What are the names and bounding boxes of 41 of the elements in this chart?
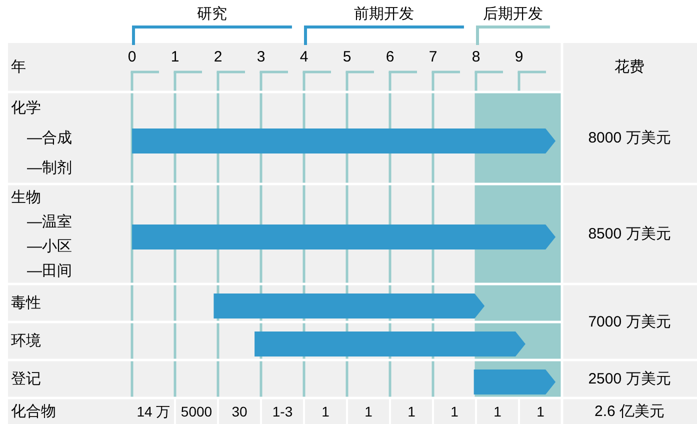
annotation: 化合物 xyxy=(11,403,56,420)
category-label: —小区 xyxy=(27,238,72,255)
annotation: 8000 万美元 xyxy=(588,130,671,146)
xtick-label: 2 xyxy=(214,48,222,66)
category-label: —制剂 xyxy=(27,160,72,176)
annotation: 7000 万美元 xyxy=(588,314,671,330)
annotation: 5000 xyxy=(180,404,212,420)
xtick-label: 6 xyxy=(386,48,394,66)
annotation: 30 xyxy=(232,404,248,420)
xtick-label: 7 xyxy=(428,48,438,66)
annotation: 1 xyxy=(450,404,458,420)
xtick-label: 0 xyxy=(128,48,136,66)
annotation: 1 xyxy=(408,404,416,420)
xtick-label: 5 xyxy=(342,48,352,66)
annotation: 1 xyxy=(322,404,330,420)
annotation: 8500 万美元 xyxy=(588,226,671,242)
category-label: —温室 xyxy=(27,213,72,230)
annotation: 1-3 xyxy=(272,404,293,420)
annotation: 2.6 亿美元 xyxy=(594,403,665,420)
xtick-label: 1 xyxy=(170,48,180,66)
category-label: 环境 xyxy=(11,332,41,350)
category-label: —田间 xyxy=(27,262,72,280)
annotation: 1 xyxy=(494,404,502,420)
annotation: 1 xyxy=(536,404,544,420)
category-label: 化学 xyxy=(11,100,41,116)
annotation: 后期开发 xyxy=(482,6,543,22)
category-label: 毒性 xyxy=(11,294,41,312)
annotation: 1 xyxy=(364,404,372,420)
xtick-label: 4 xyxy=(300,48,308,66)
annotation: 前期开发 xyxy=(354,6,414,22)
xtick-label: 9 xyxy=(514,48,524,66)
annotation: 花费 xyxy=(614,58,644,76)
category-label: —合成 xyxy=(27,130,72,146)
annotation: 14 万 xyxy=(136,404,170,420)
category-label: 登记 xyxy=(11,370,41,388)
annotation: 2500 万美元 xyxy=(588,370,671,388)
xtick-label: 3 xyxy=(256,48,266,66)
xtick-label: 8 xyxy=(472,48,480,66)
category-label: 生物 xyxy=(11,188,41,206)
annotation: 研究 xyxy=(196,6,227,22)
xlabel: 年 xyxy=(11,58,26,76)
